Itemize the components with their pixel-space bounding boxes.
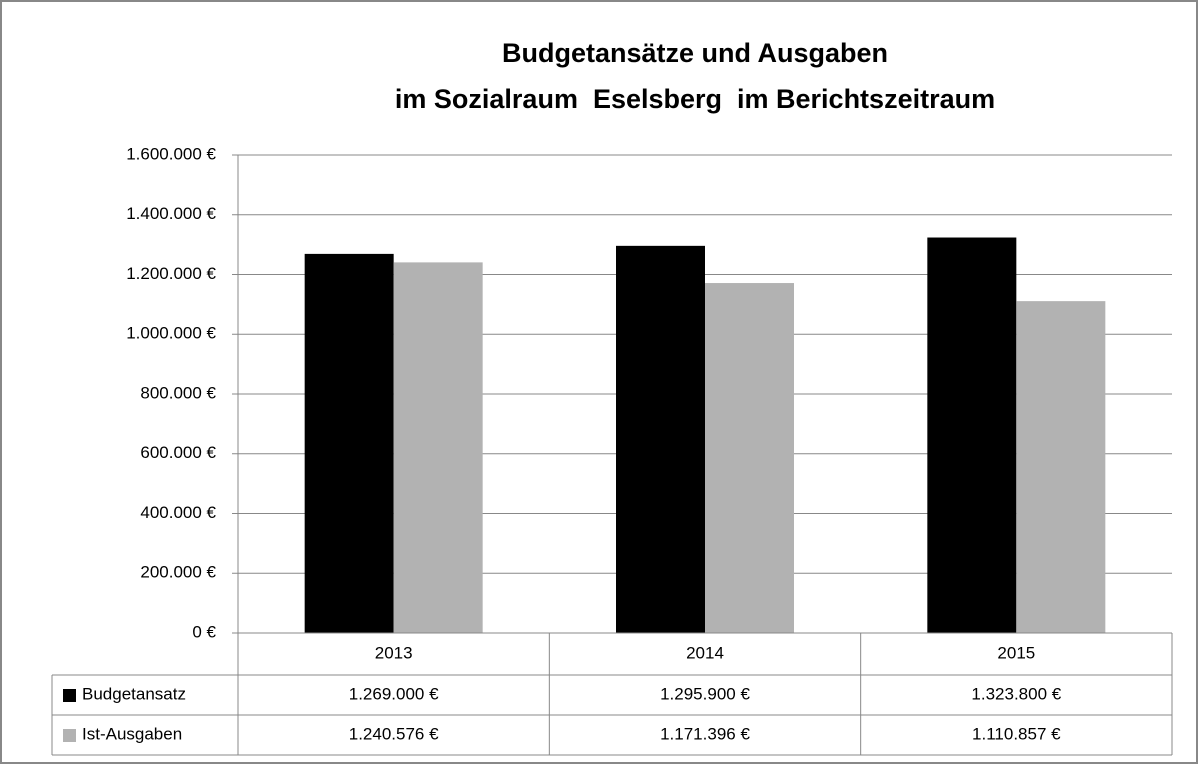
y-tick-label: 600.000 € xyxy=(140,443,216,462)
legend-label: Budgetansatz xyxy=(82,684,186,703)
y-tick-label: 1.400.000 € xyxy=(126,204,216,223)
data-label: 1.110.857 € xyxy=(972,724,1061,743)
y-tick-label: 1.600.000 € xyxy=(126,144,216,163)
bar xyxy=(393,262,483,633)
chart-title: Budgetansätze und Ausgaben xyxy=(502,38,888,68)
legend-label: Ist-Ausgaben xyxy=(82,724,182,743)
y-tick-label: 0 € xyxy=(192,622,216,641)
bar xyxy=(1016,301,1106,633)
bar xyxy=(705,283,794,633)
data-label: 1.171.396 € xyxy=(660,724,750,743)
data-label: 1.240.576 € xyxy=(349,724,439,743)
legend-key xyxy=(63,729,76,742)
data-label: 1.295.900 € xyxy=(660,684,750,703)
data-label: 1.323.800 € xyxy=(971,684,1061,703)
x-tick-label: 2014 xyxy=(686,643,724,662)
x-tick-label: 2013 xyxy=(375,643,413,662)
y-tick-label: 800.000 € xyxy=(140,383,216,402)
bar xyxy=(616,245,705,634)
chart-title: im Sozialraum Eselsberg im Berichtszeitr… xyxy=(395,84,995,114)
y-tick-label: 1.200.000 € xyxy=(126,264,216,283)
x-tick-label: 2015 xyxy=(997,643,1035,662)
y-tick-label: 200.000 € xyxy=(140,563,216,582)
bar xyxy=(304,253,394,634)
legend-key xyxy=(63,689,76,702)
y-tick-label: 400.000 € xyxy=(140,503,216,522)
y-tick-label: 1.000.000 € xyxy=(126,324,216,343)
data-label: 1.269.000 € xyxy=(349,684,439,703)
bar xyxy=(927,237,1017,633)
